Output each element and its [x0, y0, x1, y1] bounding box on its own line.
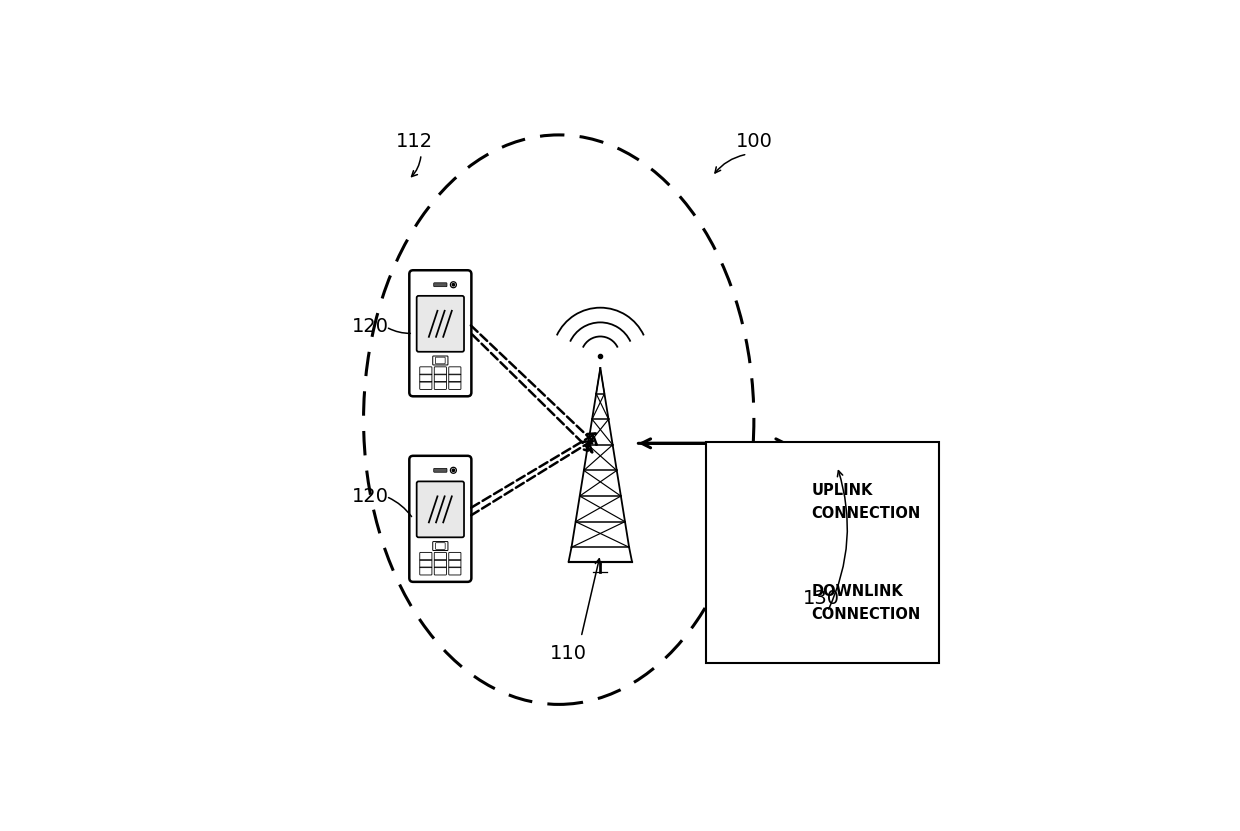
- Circle shape: [836, 446, 879, 489]
- Text: CONNECTION: CONNECTION: [811, 506, 921, 521]
- Circle shape: [851, 501, 887, 537]
- FancyArrowPatch shape: [728, 499, 790, 505]
- Text: 110: 110: [549, 644, 587, 662]
- Text: UPLINK: UPLINK: [811, 483, 873, 498]
- Circle shape: [869, 484, 910, 525]
- Circle shape: [852, 502, 885, 536]
- Circle shape: [453, 470, 455, 471]
- Circle shape: [453, 283, 455, 286]
- Circle shape: [792, 496, 831, 535]
- FancyBboxPatch shape: [434, 469, 446, 472]
- FancyBboxPatch shape: [417, 481, 464, 538]
- FancyBboxPatch shape: [409, 270, 471, 396]
- Circle shape: [807, 446, 853, 492]
- Circle shape: [782, 461, 831, 509]
- Circle shape: [806, 445, 854, 494]
- Circle shape: [858, 460, 904, 507]
- FancyArrowPatch shape: [471, 441, 591, 515]
- Circle shape: [821, 504, 859, 543]
- Text: 130: 130: [802, 589, 839, 608]
- Ellipse shape: [789, 470, 899, 523]
- Circle shape: [781, 460, 832, 511]
- Text: 100: 100: [735, 132, 773, 150]
- Text: DOWNLINK: DOWNLINK: [811, 584, 903, 599]
- Circle shape: [837, 447, 878, 488]
- Text: 120: 120: [351, 317, 388, 337]
- FancyBboxPatch shape: [434, 283, 446, 287]
- FancyArrowPatch shape: [730, 600, 792, 607]
- FancyBboxPatch shape: [409, 456, 471, 582]
- Circle shape: [794, 498, 830, 534]
- Circle shape: [857, 460, 905, 508]
- Circle shape: [780, 482, 816, 518]
- Bar: [706, 442, 940, 663]
- Ellipse shape: [787, 470, 899, 524]
- Text: BACKHAUL
NETWORK: BACKHAUL NETWORK: [797, 476, 889, 509]
- FancyArrowPatch shape: [471, 326, 596, 445]
- Circle shape: [822, 506, 858, 542]
- Circle shape: [780, 483, 815, 517]
- FancyArrowPatch shape: [471, 434, 596, 508]
- FancyArrowPatch shape: [639, 439, 785, 448]
- Circle shape: [870, 485, 909, 524]
- FancyArrowPatch shape: [641, 439, 789, 448]
- FancyBboxPatch shape: [417, 296, 464, 352]
- FancyArrowPatch shape: [471, 333, 593, 452]
- Text: 112: 112: [397, 132, 433, 150]
- Text: CONNECTION: CONNECTION: [811, 607, 921, 622]
- Text: 120: 120: [351, 487, 388, 506]
